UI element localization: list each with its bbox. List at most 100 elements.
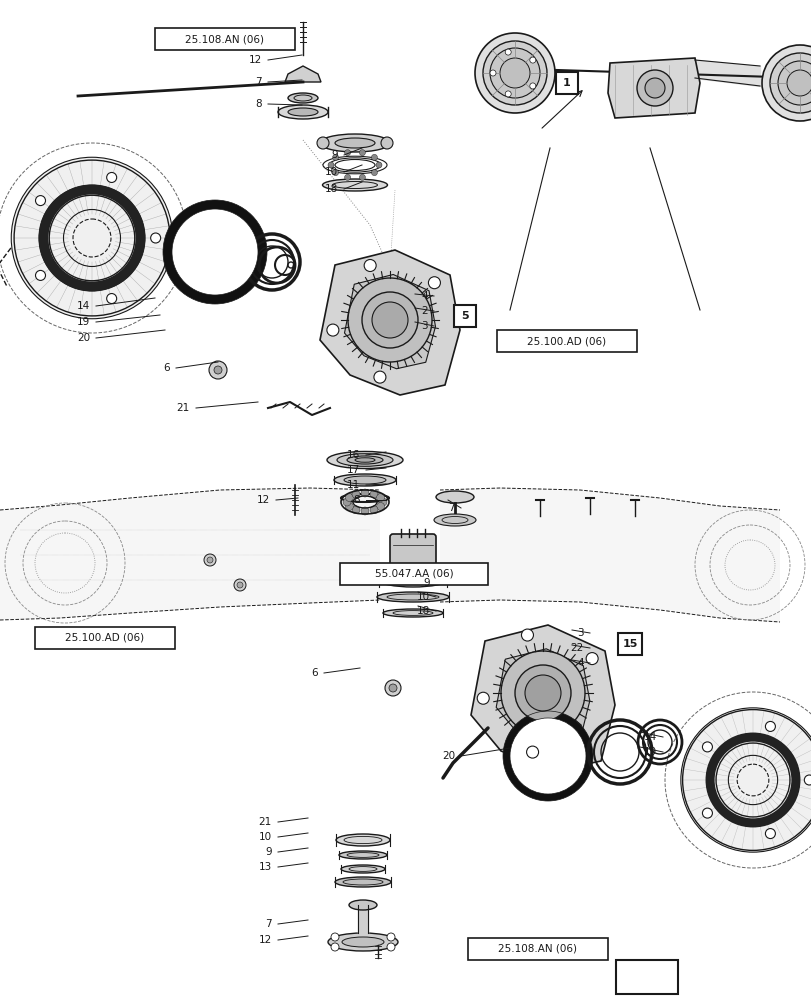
Text: 12: 12	[259, 935, 272, 945]
Circle shape	[331, 933, 338, 941]
Circle shape	[376, 502, 384, 510]
Circle shape	[348, 278, 431, 362]
Circle shape	[172, 209, 258, 295]
Circle shape	[204, 554, 216, 566]
Bar	[467, 938, 607, 960]
Ellipse shape	[436, 491, 474, 503]
Circle shape	[680, 708, 811, 852]
Text: 7: 7	[255, 77, 262, 87]
Text: 17: 17	[346, 465, 359, 475]
Text: 16: 16	[346, 450, 359, 460]
Circle shape	[342, 498, 350, 506]
Ellipse shape	[327, 451, 402, 469]
Text: 9: 9	[265, 847, 272, 857]
Circle shape	[504, 49, 511, 55]
Circle shape	[361, 507, 368, 515]
Ellipse shape	[336, 834, 389, 846]
Bar	[496, 330, 636, 352]
Circle shape	[428, 277, 440, 289]
Circle shape	[36, 270, 45, 280]
Text: 20: 20	[77, 333, 90, 343]
Text: 21: 21	[259, 817, 272, 827]
Circle shape	[208, 361, 227, 379]
Ellipse shape	[354, 458, 375, 462]
Circle shape	[489, 70, 496, 76]
Text: 25.108.AN (06): 25.108.AN (06)	[185, 34, 264, 44]
Ellipse shape	[322, 179, 387, 191]
Circle shape	[36, 196, 45, 206]
Circle shape	[636, 70, 672, 106]
Circle shape	[328, 162, 333, 168]
Ellipse shape	[328, 933, 397, 951]
Circle shape	[345, 502, 353, 510]
Polygon shape	[344, 274, 435, 369]
Circle shape	[351, 506, 359, 514]
Polygon shape	[0, 488, 380, 620]
Bar	[155, 28, 294, 50]
Text: 15: 15	[621, 639, 637, 649]
Circle shape	[362, 292, 418, 348]
Circle shape	[514, 665, 570, 721]
Ellipse shape	[338, 851, 387, 859]
Circle shape	[316, 137, 328, 149]
Circle shape	[387, 943, 394, 951]
Circle shape	[370, 506, 378, 514]
Ellipse shape	[344, 476, 385, 484]
Circle shape	[106, 172, 117, 182]
Polygon shape	[320, 250, 460, 395]
Circle shape	[786, 70, 811, 96]
Bar	[35, 627, 175, 649]
Text: 12: 12	[248, 55, 262, 65]
Ellipse shape	[288, 93, 318, 103]
Circle shape	[370, 490, 378, 498]
Circle shape	[345, 493, 353, 502]
Text: 21: 21	[177, 403, 190, 413]
Circle shape	[376, 493, 384, 502]
Text: 12: 12	[256, 495, 270, 505]
Bar	[556, 72, 577, 94]
Text: 4: 4	[421, 291, 427, 301]
Ellipse shape	[346, 456, 383, 464]
Text: 4: 4	[577, 658, 583, 668]
Ellipse shape	[433, 514, 475, 526]
Text: 7: 7	[448, 503, 454, 513]
Circle shape	[327, 324, 338, 336]
Circle shape	[804, 775, 811, 785]
Circle shape	[375, 162, 381, 168]
Circle shape	[500, 651, 584, 735]
Circle shape	[151, 233, 161, 243]
Circle shape	[163, 200, 267, 304]
Text: 19: 19	[643, 747, 656, 757]
Text: 3: 3	[577, 628, 583, 638]
Circle shape	[237, 582, 242, 588]
Ellipse shape	[337, 454, 393, 466]
Ellipse shape	[341, 865, 384, 873]
Circle shape	[333, 154, 338, 160]
Circle shape	[500, 58, 530, 88]
Circle shape	[483, 41, 547, 105]
Text: 10: 10	[416, 592, 430, 602]
Circle shape	[331, 943, 338, 951]
Ellipse shape	[349, 900, 376, 910]
Ellipse shape	[341, 937, 384, 947]
Text: 14: 14	[77, 301, 90, 311]
Ellipse shape	[335, 138, 375, 148]
Circle shape	[344, 150, 350, 156]
Polygon shape	[470, 625, 614, 771]
Circle shape	[777, 61, 811, 105]
Polygon shape	[285, 66, 320, 82]
Text: 18: 18	[324, 184, 337, 194]
Text: 25.108.AN (06): 25.108.AN (06)	[498, 944, 577, 954]
Text: 3: 3	[421, 321, 427, 331]
Text: 6: 6	[163, 363, 169, 373]
Bar	[453, 305, 475, 327]
Circle shape	[207, 557, 212, 563]
Text: 13: 13	[259, 862, 272, 872]
Text: 9: 9	[331, 150, 337, 160]
Circle shape	[526, 746, 538, 758]
Text: 8: 8	[255, 99, 262, 109]
Text: 20: 20	[441, 751, 454, 761]
FancyBboxPatch shape	[389, 534, 436, 576]
Circle shape	[761, 45, 811, 121]
Circle shape	[525, 675, 560, 711]
